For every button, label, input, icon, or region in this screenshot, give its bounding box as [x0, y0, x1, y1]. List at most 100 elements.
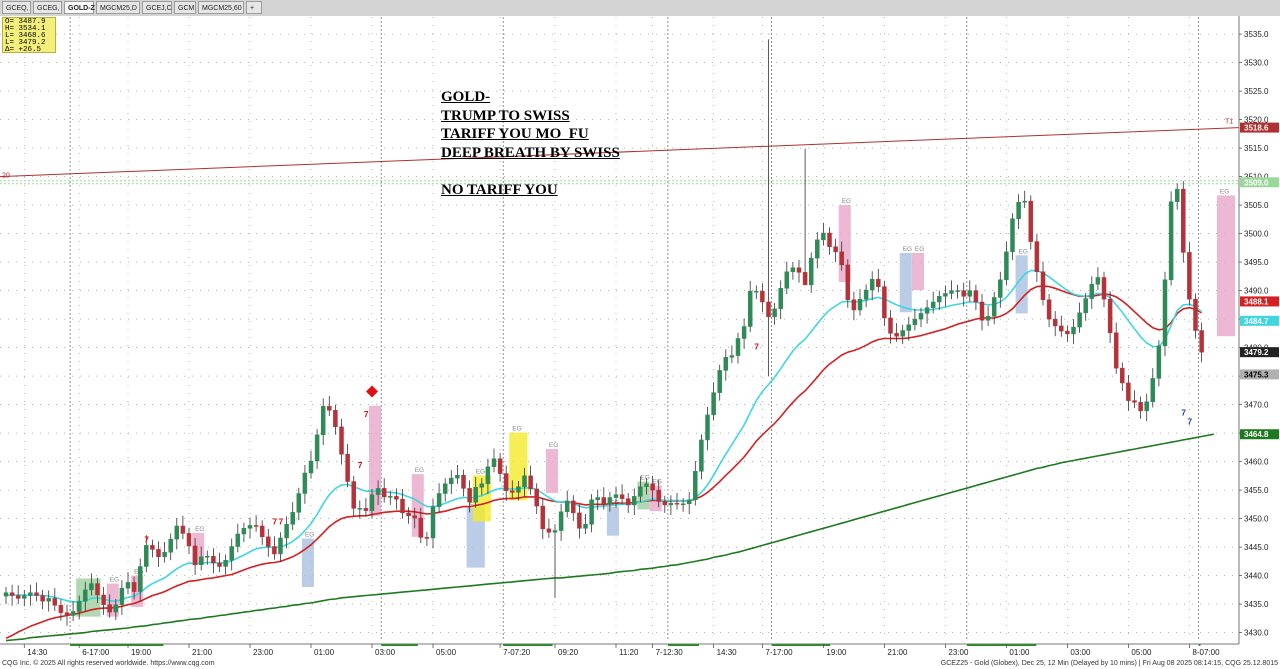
candle-body[interactable]	[461, 475, 466, 489]
candle-body[interactable]	[107, 604, 112, 613]
candle-body[interactable]	[693, 471, 698, 501]
candle-body[interactable]	[985, 316, 991, 321]
candle-body[interactable]	[1071, 326, 1076, 335]
candle-body[interactable]	[412, 515, 417, 519]
candle-body[interactable]	[735, 338, 741, 356]
candle-body[interactable]	[540, 505, 546, 530]
candle-body[interactable]	[430, 506, 436, 539]
candle-body[interactable]	[1138, 402, 1143, 412]
candle-body[interactable]	[34, 592, 39, 596]
candle-body[interactable]	[833, 246, 838, 253]
candle-body[interactable]	[1156, 345, 1162, 379]
candle-body[interactable]	[327, 406, 332, 411]
candle-body[interactable]	[686, 499, 692, 505]
candle-body[interactable]	[479, 483, 485, 488]
candle-body[interactable]	[979, 301, 985, 321]
candle-body[interactable]	[400, 498, 405, 514]
candle-body[interactable]	[241, 528, 247, 535]
candle-body[interactable]	[259, 525, 265, 538]
symbol-tab[interactable]: GOLD-Z	[64, 1, 95, 14]
candle-body[interactable]	[1132, 400, 1137, 403]
candle-body[interactable]	[1101, 277, 1107, 300]
candle-body[interactable]	[70, 611, 76, 616]
symbol-tab[interactable]: GCEG,	[33, 1, 62, 14]
candle-body[interactable]	[473, 487, 478, 503]
candle-body[interactable]	[28, 592, 33, 596]
candle-body[interactable]	[656, 489, 661, 502]
candle-body[interactable]	[717, 370, 722, 393]
candle-body[interactable]	[290, 512, 295, 525]
candle-body[interactable]	[894, 333, 899, 337]
candle-body[interactable]	[827, 232, 832, 247]
candle-body[interactable]	[406, 512, 411, 517]
candle-body[interactable]	[754, 290, 759, 293]
candle-body[interactable]	[516, 486, 521, 493]
candle-body[interactable]	[851, 299, 857, 311]
candle-body[interactable]	[1162, 279, 1168, 347]
candle-body[interactable]	[205, 555, 210, 558]
candle-body[interactable]	[839, 251, 844, 266]
candle-body[interactable]	[668, 502, 674, 506]
candle-body[interactable]	[168, 538, 173, 553]
candle-body[interactable]	[711, 392, 716, 416]
candle-body[interactable]	[699, 439, 704, 472]
candle-body[interactable]	[95, 583, 100, 596]
candle-body[interactable]	[351, 481, 356, 509]
candle-body[interactable]	[522, 475, 527, 487]
candle-body[interactable]	[1083, 298, 1088, 314]
candle-body[interactable]	[772, 308, 777, 318]
candle-body[interactable]	[815, 239, 820, 259]
candle-body[interactable]	[607, 497, 613, 505]
candle-body[interactable]	[1052, 318, 1058, 327]
candle-body[interactable]	[156, 549, 161, 558]
candle-body[interactable]	[64, 612, 70, 616]
candle-body[interactable]	[784, 271, 790, 289]
candle-body[interactable]	[821, 232, 826, 241]
candle-body[interactable]	[52, 598, 58, 606]
candle-body[interactable]	[625, 498, 631, 506]
candle-body[interactable]	[76, 601, 82, 612]
candle-body[interactable]	[967, 290, 973, 297]
candle-body[interactable]	[192, 545, 198, 566]
candle-body[interactable]	[442, 483, 448, 494]
candle-body[interactable]	[937, 296, 942, 303]
candle-body[interactable]	[1107, 298, 1113, 334]
candle-body[interactable]	[973, 290, 979, 303]
candle-body[interactable]	[876, 278, 881, 287]
candle-body[interactable]	[1016, 202, 1021, 220]
candle-body[interactable]	[369, 494, 375, 511]
candle-body[interactable]	[662, 501, 668, 506]
candle-body[interactable]	[1150, 378, 1156, 403]
candle-body[interactable]	[766, 301, 771, 318]
candle-body[interactable]	[345, 453, 350, 482]
candle-body[interactable]	[790, 267, 796, 273]
candle-body[interactable]	[320, 406, 326, 436]
candle-body[interactable]	[680, 503, 686, 506]
candle-body[interactable]	[510, 490, 515, 493]
candle-body[interactable]	[198, 556, 204, 566]
candle-body[interactable]	[888, 317, 893, 334]
candle-body[interactable]	[949, 290, 954, 294]
candle-body[interactable]	[83, 589, 88, 602]
candle-body[interactable]	[1113, 332, 1119, 369]
candle-body[interactable]	[741, 326, 747, 339]
candle-body[interactable]	[266, 536, 271, 547]
candle-body[interactable]	[125, 582, 131, 589]
candle-body[interactable]	[912, 318, 918, 326]
candle-body[interactable]	[211, 555, 216, 564]
candle-body[interactable]	[253, 525, 259, 527]
candle-body[interactable]	[552, 530, 558, 533]
candle-body[interactable]	[857, 298, 863, 311]
candle-body[interactable]	[882, 286, 887, 319]
candle-body[interactable]	[632, 496, 637, 506]
candle-body[interactable]	[650, 483, 655, 491]
candle-body[interactable]	[137, 566, 143, 592]
add-tab-button[interactable]: +	[246, 1, 262, 14]
candle-body[interactable]	[863, 289, 869, 300]
candle-body[interactable]	[1168, 201, 1174, 281]
candle-body[interactable]	[1126, 382, 1131, 401]
candle-body[interactable]	[1193, 298, 1198, 331]
candle-body[interactable]	[485, 466, 491, 485]
candle-body[interactable]	[333, 410, 338, 428]
candle-body[interactable]	[388, 496, 393, 498]
